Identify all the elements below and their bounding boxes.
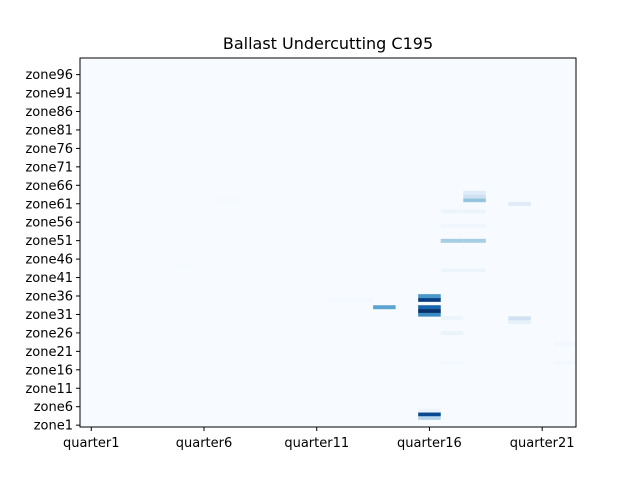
heatmap-cell: [418, 408, 441, 413]
y-axis: zone1 zone6 zone11 zone16 zone21 zone26 zone31…: [25, 68, 80, 434]
heatmap-cell: [418, 308, 441, 313]
heatmap-cell: [553, 360, 576, 365]
heatmap-cell: [170, 264, 193, 269]
heatmap-cell: [508, 319, 531, 324]
y-tick-label: zone66: [25, 179, 73, 194]
y-tick-label: zone6: [34, 400, 73, 415]
y-tick-label: zone46: [25, 253, 73, 268]
chart-title: Ballast Undercutting C195: [223, 34, 433, 53]
x-tick-label: quarter21: [510, 436, 575, 451]
heatmap-cell: [553, 342, 576, 347]
heatmap-cell: [508, 316, 531, 321]
heatmap-cell: [215, 198, 238, 203]
x-tick-label: quarter1: [63, 436, 120, 451]
heatmap-cell: [418, 297, 441, 302]
x-tick-label: quarter16: [397, 436, 462, 451]
heatmap-cell: [463, 190, 486, 195]
heatmap-cell: [440, 316, 464, 321]
heatmap-cell: [418, 412, 441, 417]
heatmap-cell: [440, 209, 464, 214]
y-tick-label: zone56: [25, 216, 73, 231]
y-tick-label: zone76: [25, 142, 73, 157]
y-tick-label: zone81: [25, 123, 73, 138]
y-tick-label: zone31: [25, 308, 73, 323]
x-axis: quarter1 quarter6 quarter11 quarter16 quarte…: [63, 427, 575, 451]
heatmap-cell: [418, 415, 441, 420]
heatmap-cell: [418, 312, 441, 317]
y-tick-label: zone96: [25, 68, 73, 83]
x-tick-label: quarter11: [284, 436, 349, 451]
heatmap-cell: [440, 224, 464, 229]
heatmap-cell: [440, 360, 464, 365]
y-tick-label: zone51: [25, 234, 73, 249]
plot-background: [80, 58, 576, 427]
heatmap-cell: [463, 268, 486, 273]
heatmap-cells: [170, 190, 576, 420]
heatmap-cell: [463, 198, 486, 203]
x-tick-label: quarter6: [176, 436, 233, 451]
y-tick-label: zone11: [25, 382, 73, 397]
heatmap-cell: [463, 209, 486, 214]
heatmap-cell: [440, 238, 464, 243]
y-tick-label: zone91: [25, 87, 73, 102]
heatmap-cell: [463, 194, 486, 199]
y-tick-label: zone86: [25, 105, 73, 120]
heatmap-cell: [418, 305, 441, 310]
heatmap-cell: [440, 268, 464, 273]
heatmap-cell: [418, 294, 441, 299]
y-tick-label: zone61: [25, 197, 73, 212]
y-tick-label: zone26: [25, 326, 73, 341]
y-tick-label: zone36: [25, 290, 73, 305]
y-tick-label: zone71: [25, 160, 73, 175]
plot-frame: [79, 57, 577, 428]
heatmap-cell: [463, 238, 486, 243]
y-tick-label: zone41: [25, 271, 73, 286]
heatmap-cell: [373, 305, 396, 310]
heatmap-cell: [350, 297, 374, 302]
y-tick-label: zone16: [25, 363, 73, 378]
heatmap-cell: [440, 331, 464, 336]
heatmap-cell: [463, 224, 486, 229]
heatmap-cell: [508, 201, 531, 206]
y-tick-label: zone21: [25, 345, 73, 360]
y-tick-label: zone1: [34, 419, 73, 434]
heatmap-cell: [328, 297, 351, 302]
